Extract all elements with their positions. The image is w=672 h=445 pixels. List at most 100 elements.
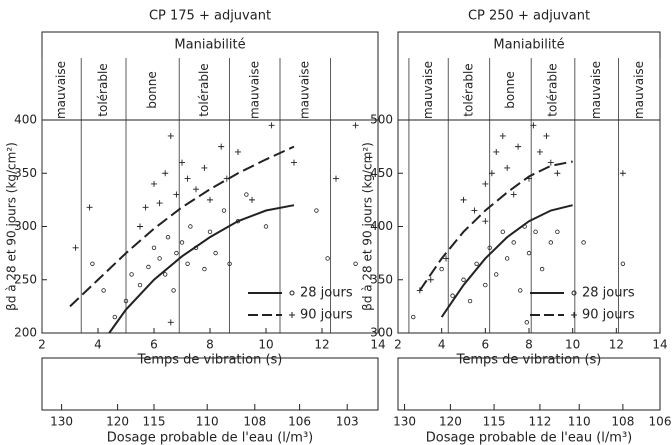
fit-curve (69, 145, 295, 308)
fit-curve (108, 204, 295, 334)
point (207, 196, 213, 203)
zone-title: Maniabilité (493, 38, 564, 53)
point (504, 256, 510, 261)
zone-label: tolérable (197, 63, 211, 116)
y-tick-label: 250 (14, 272, 37, 286)
point (221, 208, 227, 213)
point (249, 196, 255, 203)
point (218, 143, 225, 150)
point (522, 224, 527, 229)
point (223, 175, 230, 182)
point (268, 122, 275, 129)
point (487, 245, 492, 250)
x-tick-label: 4 (94, 338, 102, 352)
zone-label: tolérable (461, 63, 475, 116)
point (86, 204, 93, 211)
point (137, 282, 143, 288)
x2-axis-title: Dosage probable de l'eau (l/m³) (107, 431, 313, 445)
y-tick-label: 300 (370, 326, 393, 340)
x-tick-label: 4 (438, 338, 446, 352)
point (500, 229, 505, 235)
point (427, 276, 434, 283)
x-tick-label: 14 (370, 338, 385, 352)
point (263, 224, 269, 229)
zone-label: mauvaise (632, 61, 646, 119)
x2-tick-label: 106 (649, 415, 672, 429)
point (151, 180, 157, 187)
point (526, 250, 532, 256)
point (146, 264, 151, 270)
chart-title: CP 175 + adjuvant (149, 9, 271, 24)
legend-label: 28 jours (582, 286, 635, 301)
point (333, 175, 339, 182)
point (460, 196, 467, 203)
point (213, 250, 218, 256)
legend-marker (571, 290, 577, 296)
point (510, 191, 517, 198)
x2-tick-label: 130 (50, 415, 73, 429)
point (193, 186, 199, 193)
point (530, 122, 537, 129)
point (539, 266, 545, 272)
secondary-axis-frame (41, 357, 379, 411)
point (188, 224, 193, 229)
point (352, 122, 359, 129)
x2-tick-label: 108 (611, 415, 634, 429)
point (179, 240, 185, 245)
y-tick-label: 400 (14, 113, 37, 127)
x-tick-label: 6 (150, 338, 158, 352)
legend-marker (289, 312, 295, 318)
point (171, 288, 176, 293)
point (314, 208, 319, 213)
zone-label: mauvaise (54, 61, 68, 119)
point (554, 170, 561, 177)
point (129, 272, 134, 277)
point (157, 256, 162, 261)
zone-label: mauvaise (421, 61, 435, 119)
point (112, 314, 117, 320)
point (511, 240, 516, 245)
point (526, 175, 532, 182)
point (467, 298, 473, 304)
x-tick-label: 2 (38, 338, 46, 352)
x2-axis-title: Dosage probable de l'eau (l/m³) (426, 431, 632, 445)
x2-tick-label: 115 (143, 415, 166, 429)
y-axis-title: βd à 28 et 90 jours (kg/cm²) (361, 142, 375, 311)
fit-curve (440, 204, 573, 318)
point (504, 164, 511, 171)
point (235, 148, 241, 155)
point (173, 191, 180, 198)
point (548, 240, 554, 245)
zone-label: tolérable (96, 63, 110, 116)
point (620, 261, 626, 266)
point (547, 159, 554, 166)
point (325, 256, 330, 261)
x-tick-label: 6 (482, 338, 490, 352)
zone-label: bonne (145, 71, 159, 109)
point (167, 319, 174, 326)
x2-tick-label: 120 (439, 415, 462, 429)
zone-title: Maniabilité (174, 38, 245, 53)
x2-tick-label: 115 (483, 415, 506, 429)
legend-label: 90 jours (300, 308, 353, 323)
point (488, 170, 495, 177)
x2-tick-label: 112 (528, 415, 551, 429)
point (443, 255, 450, 262)
point (619, 170, 626, 177)
point (90, 261, 95, 266)
x-tick-label: 14 (652, 338, 667, 352)
point (174, 250, 179, 256)
x2-tick-label: 110 (196, 415, 219, 429)
x2-tick-label: 108 (243, 415, 266, 429)
legend-label: 28 jours (300, 286, 353, 301)
point (536, 148, 543, 155)
legend-marker (289, 290, 295, 296)
point (482, 218, 489, 225)
x-tick-label: 2 (394, 338, 402, 352)
secondary-axis-frame (397, 357, 661, 411)
point (474, 261, 479, 266)
point (244, 192, 249, 197)
legend-label: 90 jours (582, 308, 635, 323)
y-tick-label: 450 (370, 166, 393, 180)
